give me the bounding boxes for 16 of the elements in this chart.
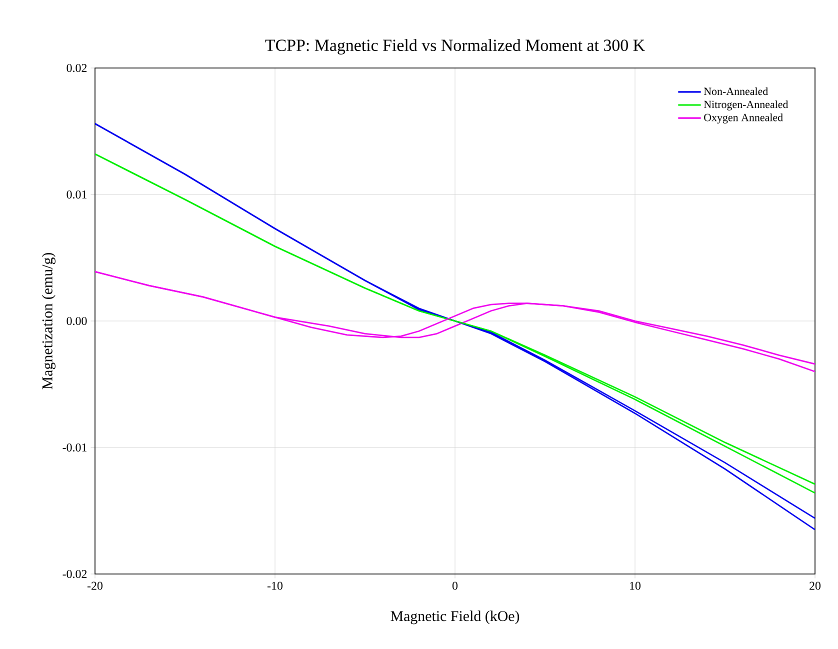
x-tick-label: 20 <box>810 582 821 590</box>
y-tick-label: -0.02 <box>62 570 87 578</box>
chart-title: TCPP: Magnetic Field vs Normalized Moment at 300 K <box>265 39 645 55</box>
x-tick-label: -10 <box>267 582 283 590</box>
y-tick-label: 0.00 <box>66 316 87 326</box>
x-tick-label: -20 <box>87 582 103 590</box>
y-tick-label: 0.02 <box>66 64 87 72</box>
x-tick-label: 10 <box>630 582 641 590</box>
legend-label: Nitrogen-Annealed <box>704 100 788 110</box>
x-tick-label: 0 <box>452 582 458 590</box>
y-axis-title: Magnetization (emu/g) <box>42 252 56 390</box>
x-axis-title: Magnetic Field (kOe) <box>390 610 520 624</box>
legend-label: Non-Annealed <box>704 87 768 96</box>
y-tick-label: -0.01 <box>62 443 87 452</box>
y-tick-label: 0.01 <box>66 190 87 199</box>
legend-label: Oxygen Annealed <box>704 114 783 124</box>
